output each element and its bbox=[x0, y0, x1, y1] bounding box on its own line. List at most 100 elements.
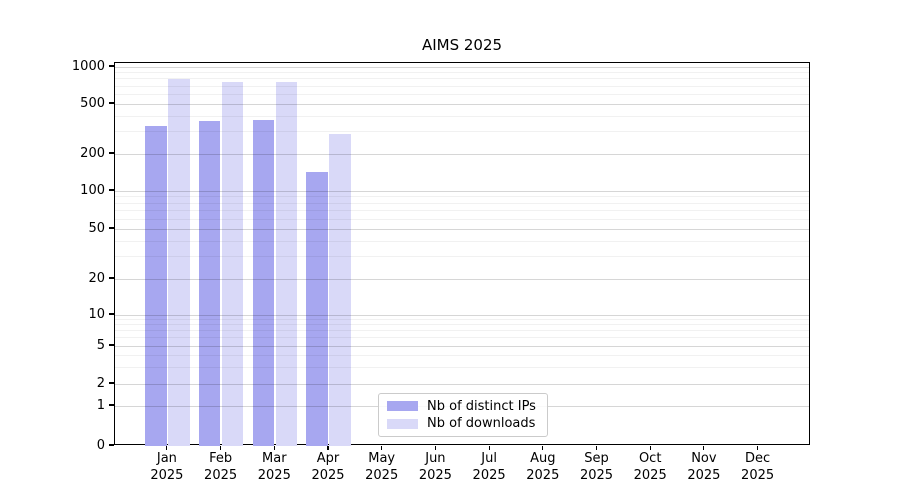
x-axis-tick bbox=[273, 445, 275, 450]
y-tick-label: 2 bbox=[96, 375, 105, 391]
gridline-minor bbox=[115, 240, 809, 242]
x-tick-label-year: 2025 bbox=[687, 468, 721, 483]
x-axis-tick bbox=[220, 445, 222, 450]
y-axis-tick bbox=[109, 404, 114, 406]
gridline-major bbox=[115, 190, 809, 192]
y-axis-tick bbox=[109, 444, 114, 446]
x-axis-tick bbox=[703, 445, 705, 450]
legend-swatch-distinct-ips bbox=[387, 401, 418, 412]
gridline-major bbox=[115, 314, 809, 316]
x-tick-label-year: 2025 bbox=[633, 468, 667, 483]
y-axis-tick bbox=[109, 152, 114, 154]
y-axis-tick bbox=[109, 189, 114, 191]
x-tick-label-month: Nov bbox=[691, 451, 717, 466]
x-tick-label-month: Jun bbox=[425, 451, 446, 466]
x-tick-label-month: Jul bbox=[481, 451, 497, 466]
gridline-minor bbox=[115, 354, 809, 356]
x-tick-label-year: 2025 bbox=[365, 468, 399, 483]
gridline-minor bbox=[115, 93, 809, 95]
legend-item-downloads: Nb of downloads bbox=[387, 416, 539, 431]
gridline-minor bbox=[115, 337, 809, 339]
x-tick-label-month: May bbox=[368, 451, 396, 466]
y-axis-tick bbox=[109, 382, 114, 384]
y-axis-tick bbox=[109, 344, 114, 346]
gridline-minor bbox=[115, 131, 809, 133]
gridline-minor bbox=[115, 202, 809, 204]
gridline-major bbox=[115, 103, 809, 105]
legend-item-distinct-ips: Nb of distinct IPs bbox=[387, 399, 539, 414]
gridline-minor bbox=[115, 324, 809, 326]
x-tick-label-month: Oct bbox=[638, 451, 662, 466]
x-tick-label-year: 2025 bbox=[204, 468, 238, 483]
y-axis-tick bbox=[109, 313, 114, 315]
x-tick-label-month: Mar bbox=[262, 451, 287, 466]
x-tick-label-year: 2025 bbox=[311, 468, 345, 483]
bar-jan-downloads bbox=[168, 78, 190, 446]
legend: Nb of distinct IPs Nb of downloads bbox=[378, 393, 548, 437]
x-tick-label: Jan 2025 bbox=[139, 450, 195, 484]
x-tick-label-year: 2025 bbox=[150, 468, 184, 483]
x-tick-label-year: 2025 bbox=[418, 468, 452, 483]
plot-area bbox=[114, 62, 810, 446]
gridline-major bbox=[115, 228, 809, 230]
y-tick-label: 1000 bbox=[71, 58, 105, 74]
gridline-major bbox=[115, 345, 809, 347]
x-axis-tick bbox=[595, 445, 598, 450]
x-tick-label: Aug 2025 bbox=[515, 450, 571, 484]
gridline-minor bbox=[115, 85, 809, 87]
x-tick-label: Jun 2025 bbox=[407, 450, 463, 484]
y-tick-label: 100 bbox=[80, 182, 105, 198]
x-axis-tick bbox=[488, 445, 490, 450]
x-axis-tick bbox=[166, 445, 168, 450]
x-tick-label-month: Feb bbox=[209, 451, 233, 466]
x-axis-tick bbox=[381, 445, 383, 450]
legend-swatch-downloads bbox=[387, 418, 418, 429]
chart-title: AIMS 2025 bbox=[421, 36, 503, 54]
gridline-minor bbox=[115, 319, 809, 321]
x-tick-label: Feb 2025 bbox=[193, 450, 249, 484]
x-tick-label-month: Sep bbox=[584, 451, 609, 466]
bar-mar-downloads bbox=[275, 81, 298, 446]
x-tick-label: Nov 2025 bbox=[676, 450, 732, 484]
gridline-minor bbox=[115, 218, 809, 220]
legend-label-distinct-ips: Nb of distinct IPs bbox=[427, 398, 536, 414]
bar-jan-distinct-ips bbox=[145, 126, 167, 446]
y-tick-label: 20 bbox=[88, 270, 105, 286]
y-axis-tick bbox=[109, 277, 114, 279]
x-tick-label-month: Aug bbox=[530, 451, 556, 466]
y-axis-tick bbox=[109, 227, 114, 229]
x-tick-label-month: Apr bbox=[316, 451, 340, 466]
y-tick-label: 500 bbox=[80, 95, 105, 111]
gridline-minor bbox=[115, 210, 809, 212]
gridline-minor bbox=[115, 366, 809, 368]
x-axis-tick bbox=[757, 445, 759, 450]
y-axis-tick bbox=[109, 65, 114, 67]
x-tick-label-year: 2025 bbox=[257, 468, 291, 483]
y-tick-label: 1 bbox=[96, 397, 105, 413]
gridline-major bbox=[115, 66, 809, 68]
legend-label-downloads: Nb of downloads bbox=[427, 416, 536, 432]
gridline-minor bbox=[115, 256, 809, 258]
x-tick-label-year: 2025 bbox=[526, 468, 560, 483]
y-tick-label: 200 bbox=[80, 145, 105, 161]
y-axis-tick bbox=[109, 102, 114, 104]
y-tick-label: 0 bbox=[96, 437, 105, 453]
bar-mar-distinct-ips bbox=[252, 120, 274, 446]
y-tick-label: 5 bbox=[96, 337, 105, 353]
x-tick-label: Dec 2025 bbox=[730, 450, 786, 484]
gridline-major bbox=[115, 153, 809, 155]
bar-apr-downloads bbox=[329, 134, 351, 446]
gridline-minor bbox=[115, 78, 809, 80]
gridline-minor bbox=[115, 72, 809, 74]
bar-apr-distinct-ips bbox=[306, 171, 328, 446]
gridline-minor bbox=[115, 330, 809, 332]
y-tick-label: 50 bbox=[88, 220, 105, 236]
gridline-minor bbox=[115, 196, 809, 198]
x-axis-tick bbox=[434, 445, 436, 450]
bar-feb-downloads bbox=[221, 82, 244, 446]
x-tick-label: May 2025 bbox=[354, 450, 410, 484]
gridline-major bbox=[115, 278, 809, 280]
x-tick-label-year: 2025 bbox=[579, 468, 614, 483]
x-tick-label-year: 2025 bbox=[741, 468, 775, 483]
